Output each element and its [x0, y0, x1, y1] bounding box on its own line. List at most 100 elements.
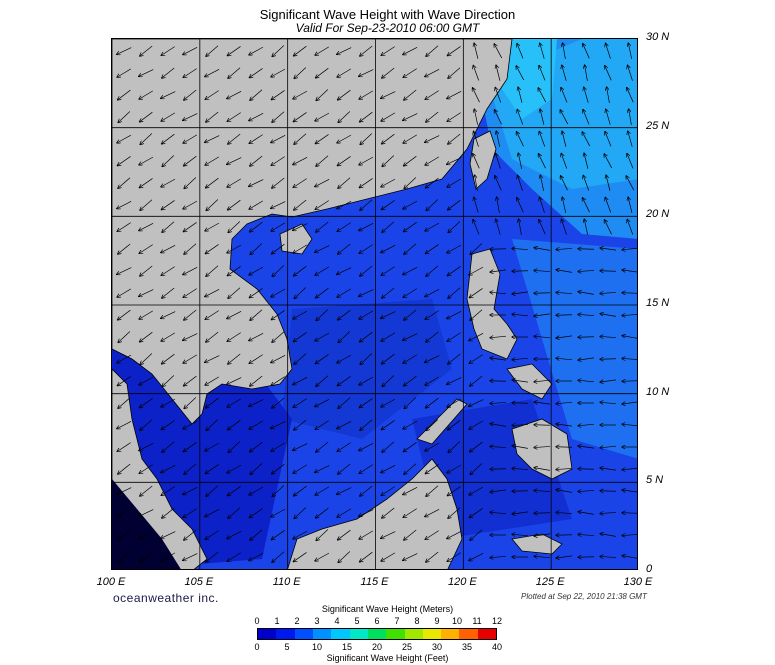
wave-direction-arrow [606, 109, 611, 125]
wave-direction-arrow [447, 377, 462, 385]
wave-direction-arrow [475, 175, 478, 191]
wave-direction-arrow [426, 419, 439, 431]
wave-direction-arrow [206, 177, 219, 188]
wave-direction-arrow [426, 265, 439, 276]
wave-direction-arrow [227, 531, 242, 538]
wave-direction-arrow [206, 397, 219, 408]
chart-title: Significant Wave Height with Wave Direct… [259, 7, 516, 22]
wave-direction-arrow [512, 380, 528, 383]
wave-direction-arrow [206, 199, 219, 211]
wave-direction-arrow [139, 69, 154, 77]
wave-direction-arrow [294, 199, 307, 210]
wave-direction-arrow [534, 425, 551, 426]
wave-direction-arrow [183, 508, 197, 518]
meter-tick-label: 6 [374, 616, 380, 626]
wave-direction-arrow [206, 551, 219, 562]
wave-direction-arrow [425, 530, 439, 540]
wave-direction-arrow [600, 491, 617, 492]
wave-direction-arrow [381, 178, 396, 187]
wave-direction-arrow [496, 219, 501, 235]
wave-direction-arrow [556, 424, 572, 427]
wave-direction-arrow [249, 420, 264, 429]
wave-direction-arrow [227, 112, 241, 122]
wave-direction-arrow [206, 331, 219, 342]
wave-direction-arrow [337, 487, 352, 495]
wave-direction-arrow [425, 289, 440, 296]
wave-direction-arrow [140, 485, 153, 496]
wave-direction-arrow [494, 44, 503, 59]
wave-direction-arrow [534, 513, 551, 514]
wave-direction-arrow [404, 397, 417, 409]
wave-direction-arrow [403, 267, 418, 274]
wave-direction-arrow [578, 446, 594, 449]
wave-direction-arrow [470, 309, 483, 320]
wave-direction-arrow [605, 66, 612, 81]
wave-direction-arrow [448, 287, 461, 298]
wave-direction-arrow [578, 337, 595, 338]
wave-direction-arrow [556, 512, 573, 513]
wave-direction-arrow [426, 177, 439, 188]
wave-direction-arrow [293, 332, 307, 341]
wave-direction-arrow [294, 133, 307, 144]
wave-direction-arrow [205, 442, 220, 451]
meter-tick-label: 10 [451, 616, 463, 626]
wave-direction-arrow [228, 221, 241, 233]
wave-direction-arrow [117, 201, 132, 208]
wave-direction-arrow [469, 399, 484, 407]
wave-direction-arrow [161, 266, 175, 276]
wave-direction-arrow [447, 486, 461, 495]
wave-direction-arrow [512, 446, 528, 449]
wave-direction-arrow [628, 197, 633, 213]
wave-direction-arrow [140, 199, 153, 210]
wave-direction-arrow [360, 419, 373, 430]
wave-direction-arrow [117, 134, 132, 143]
wave-direction-arrow [360, 331, 373, 342]
wave-direction-arrow [227, 552, 241, 562]
wave-direction-arrow [606, 43, 611, 59]
wave-direction-arrow [249, 134, 263, 144]
land-mainland-asia [112, 39, 513, 425]
wave-direction-arrow [338, 177, 351, 188]
wave-direction-arrow [556, 248, 573, 249]
wave-direction-arrow [403, 442, 417, 451]
wave-direction-arrow [205, 464, 219, 473]
wave-direction-arrow [490, 469, 507, 470]
wave-direction-arrow [206, 485, 219, 496]
wave-direction-arrow [512, 271, 529, 272]
wave-direction-arrow [562, 65, 567, 81]
wave-direction-arrow [360, 265, 373, 276]
wave-direction-arrow [425, 222, 440, 231]
wave-direction-arrow [600, 512, 617, 513]
wave-direction-arrows [117, 43, 637, 562]
wave-direction-arrow [403, 553, 418, 561]
wave-direction-arrow [139, 90, 154, 99]
meter-tick-label: 11 [472, 616, 482, 626]
wave-direction-arrow [316, 89, 329, 101]
wave-direction-arrow [447, 332, 461, 342]
wave-direction-arrow [315, 200, 329, 210]
wave-direction-arrow [562, 197, 567, 213]
wave-direction-arrow [359, 289, 374, 297]
wave-direction-arrow [381, 531, 396, 539]
wave-direction-arrow [622, 468, 637, 470]
wave-direction-arrow [425, 355, 440, 363]
longitude-label: 125 E [535, 576, 565, 588]
wave-direction-arrow [496, 131, 501, 147]
wave-direction-arrow [117, 222, 131, 232]
wave-direction-arrow [578, 249, 595, 250]
wave-direction-arrow [447, 464, 462, 473]
wave-direction-arrow [183, 442, 197, 451]
wave-direction-arrow [538, 88, 547, 103]
wave-direction-arrow [250, 89, 263, 100]
wave-direction-arrow [604, 154, 613, 169]
wave-direction-arrow [562, 219, 567, 235]
wave-direction-arrow [359, 178, 373, 187]
wave-direction-arrow [249, 288, 263, 297]
latitude-label: 5 N [646, 474, 664, 487]
wave-direction-arrow [538, 154, 546, 169]
wave-direction-arrow [469, 288, 483, 297]
wave-direction-arrow [578, 357, 594, 360]
wave-direction-arrow [448, 199, 461, 210]
wave-direction-arrow [629, 109, 632, 125]
wave-direction-arrow [605, 132, 612, 147]
